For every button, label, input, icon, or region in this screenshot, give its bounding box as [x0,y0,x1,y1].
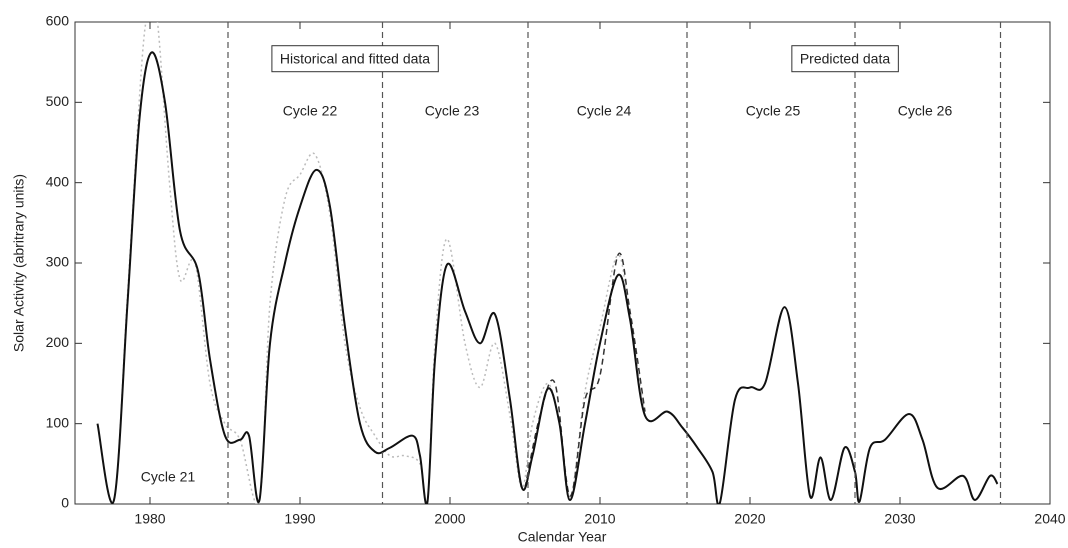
x-tick-label: 2000 [434,511,465,527]
y-tick-label: 300 [46,254,70,270]
y-tick-label: 100 [46,414,70,430]
x-tick-label: 2020 [734,511,765,527]
series-line [524,252,646,497]
annotation-box [271,45,439,73]
x-tick-label: 2040 [1034,511,1065,527]
plot-frame [74,21,1051,505]
series-line [96,51,999,504]
y-tick-label: 200 [46,334,70,350]
legend-box-label: Predicted data [800,51,890,67]
y-axis-label: Solar Activity (abritrary units) [11,174,27,352]
x-tick-label: 2010 [584,511,615,527]
annotation-box [791,45,899,73]
cycle-label: Cycle 26 [898,103,953,119]
x-axis-label: Calendar Year [518,529,607,545]
cycle-label: Cycle 21 [141,469,196,485]
x-tick-label: 2030 [884,511,915,527]
plot-area [96,22,999,504]
y-tick-label: 600 [46,13,70,29]
series-line [96,22,646,504]
x-tick-label: 1980 [134,511,165,527]
y-tick-label: 500 [46,93,70,109]
y-tick-label: 0 [61,495,69,511]
cycle-label: Cycle 24 [577,103,632,119]
y-tick-label: 400 [46,173,70,189]
legend-box-label: Historical and fitted data [280,51,430,67]
cycle-label: Cycle 22 [283,103,338,119]
cycle-label: Cycle 23 [425,103,480,119]
cycle-label: Cycle 25 [746,103,801,119]
x-tick-label: 1990 [284,511,315,527]
